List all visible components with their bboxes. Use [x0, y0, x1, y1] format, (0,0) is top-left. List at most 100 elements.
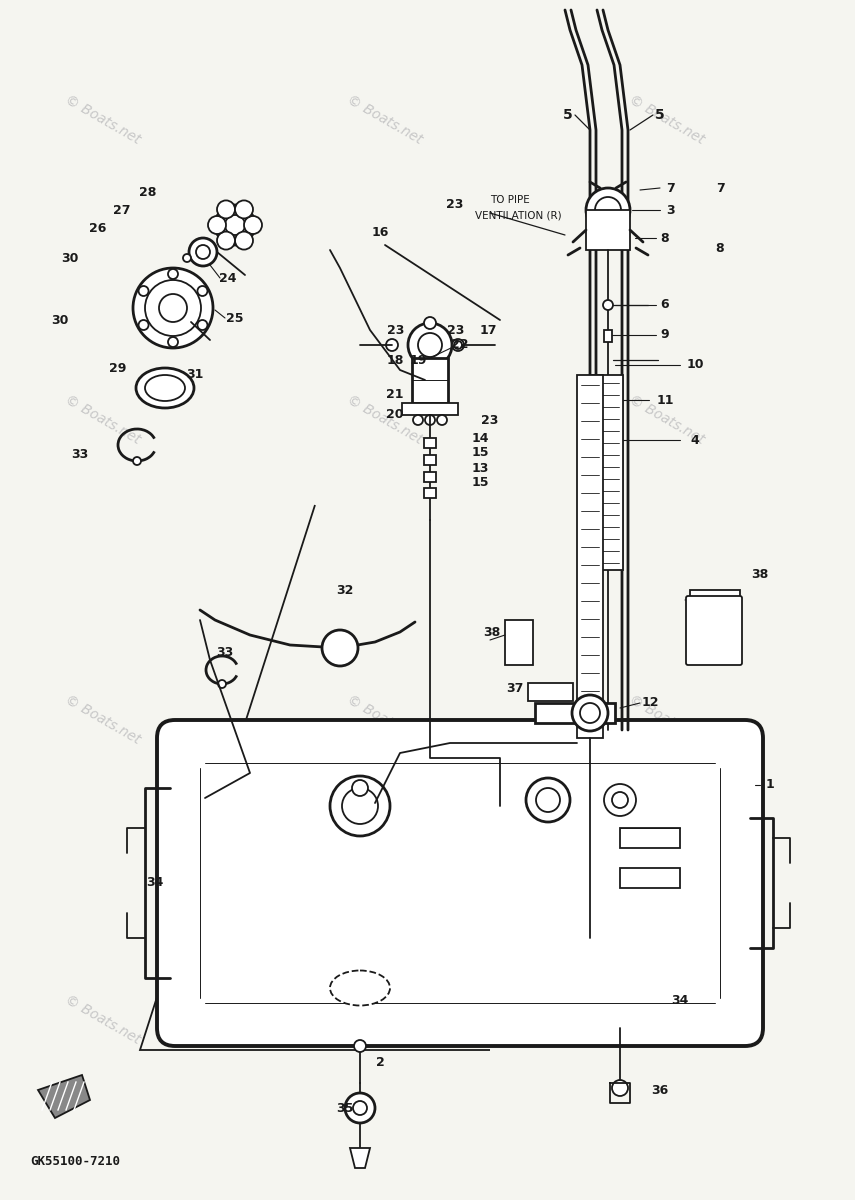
Circle shape [413, 415, 423, 425]
Text: 15: 15 [471, 446, 489, 460]
Circle shape [454, 341, 462, 349]
Text: 1: 1 [765, 779, 775, 792]
Text: © Boats.net: © Boats.net [627, 992, 707, 1048]
Text: 27: 27 [113, 204, 131, 216]
Text: © Boats.net: © Boats.net [345, 392, 425, 448]
Circle shape [168, 269, 178, 278]
Circle shape [133, 457, 141, 464]
Circle shape [198, 320, 208, 330]
Circle shape [352, 780, 368, 796]
Circle shape [198, 286, 208, 296]
Ellipse shape [145, 374, 185, 401]
Text: 24: 24 [219, 271, 237, 284]
Circle shape [225, 215, 245, 235]
Text: 17: 17 [480, 324, 497, 336]
Text: 33: 33 [216, 647, 233, 660]
Bar [505, 620, 533, 665]
Circle shape [217, 232, 235, 250]
Bar [690, 590, 740, 655]
Bar [620, 828, 680, 848]
Circle shape [354, 1040, 366, 1052]
Ellipse shape [330, 971, 390, 1006]
Circle shape [604, 784, 636, 816]
Text: 7: 7 [666, 181, 675, 194]
Text: © Boats.net: © Boats.net [62, 692, 143, 748]
Bar [424, 488, 436, 498]
FancyBboxPatch shape [157, 720, 763, 1046]
Text: 36: 36 [652, 1084, 669, 1097]
Text: 22: 22 [451, 338, 469, 352]
Ellipse shape [136, 368, 194, 408]
Circle shape [183, 254, 191, 262]
Text: 28: 28 [139, 186, 156, 199]
Text: 13: 13 [471, 462, 489, 474]
Circle shape [330, 776, 390, 836]
Text: 21: 21 [386, 389, 404, 402]
Bar [402, 403, 458, 415]
Text: 23: 23 [481, 414, 498, 426]
Text: 14: 14 [471, 432, 489, 444]
Circle shape [235, 200, 253, 218]
Bar [424, 438, 436, 448]
Text: 34: 34 [146, 876, 163, 889]
Text: 16: 16 [371, 227, 389, 240]
Bar [528, 683, 573, 701]
FancyBboxPatch shape [686, 596, 742, 665]
Text: 32: 32 [336, 583, 354, 596]
Bar [424, 455, 436, 464]
Text: 8: 8 [661, 232, 669, 245]
Circle shape [133, 268, 213, 348]
Bar [604, 330, 612, 342]
Circle shape [218, 680, 226, 688]
Text: VENTILATION (R): VENTILATION (R) [475, 210, 562, 220]
Circle shape [612, 792, 628, 808]
Circle shape [408, 323, 452, 367]
Text: 7: 7 [716, 181, 724, 194]
Bar [586, 210, 630, 250]
Circle shape [580, 703, 600, 722]
Text: 31: 31 [186, 368, 203, 382]
Text: 38: 38 [483, 626, 501, 640]
Text: 35: 35 [336, 1102, 354, 1115]
Bar [424, 472, 436, 482]
Bar [591, 374, 623, 570]
Circle shape [424, 317, 436, 329]
Text: 4: 4 [691, 433, 699, 446]
Text: 23: 23 [387, 324, 404, 336]
Text: © Boats.net: © Boats.net [62, 992, 143, 1048]
Circle shape [145, 280, 201, 336]
Circle shape [595, 197, 621, 223]
Text: © Boats.net: © Boats.net [62, 392, 143, 448]
Circle shape [159, 294, 187, 322]
Text: 23: 23 [447, 324, 464, 336]
Text: 25: 25 [227, 312, 244, 324]
Circle shape [452, 338, 464, 350]
Text: 29: 29 [109, 361, 127, 374]
Bar [412, 358, 448, 403]
Circle shape [586, 188, 630, 232]
Text: 5: 5 [655, 108, 665, 122]
Circle shape [139, 320, 149, 330]
Text: 34: 34 [671, 994, 688, 1007]
Circle shape [418, 332, 442, 358]
Circle shape [603, 300, 613, 310]
Circle shape [345, 1093, 375, 1123]
Text: 30: 30 [62, 252, 79, 264]
Text: 30: 30 [51, 313, 68, 326]
Text: TO PIPE: TO PIPE [490, 194, 530, 205]
Text: © Boats.net: © Boats.net [345, 692, 425, 748]
Text: 33: 33 [71, 449, 89, 462]
Text: © Boats.net: © Boats.net [62, 92, 143, 148]
Text: 19: 19 [410, 354, 427, 366]
Circle shape [425, 415, 435, 425]
Text: 8: 8 [716, 241, 724, 254]
Text: 11: 11 [657, 394, 674, 407]
Circle shape [208, 216, 226, 234]
Text: © Boats.net: © Boats.net [345, 92, 425, 148]
Bar [535, 703, 615, 722]
Circle shape [572, 695, 608, 731]
Text: GK55100-7210: GK55100-7210 [30, 1154, 120, 1168]
Text: 15: 15 [471, 476, 489, 490]
Circle shape [342, 788, 378, 824]
Text: 10: 10 [687, 359, 704, 372]
